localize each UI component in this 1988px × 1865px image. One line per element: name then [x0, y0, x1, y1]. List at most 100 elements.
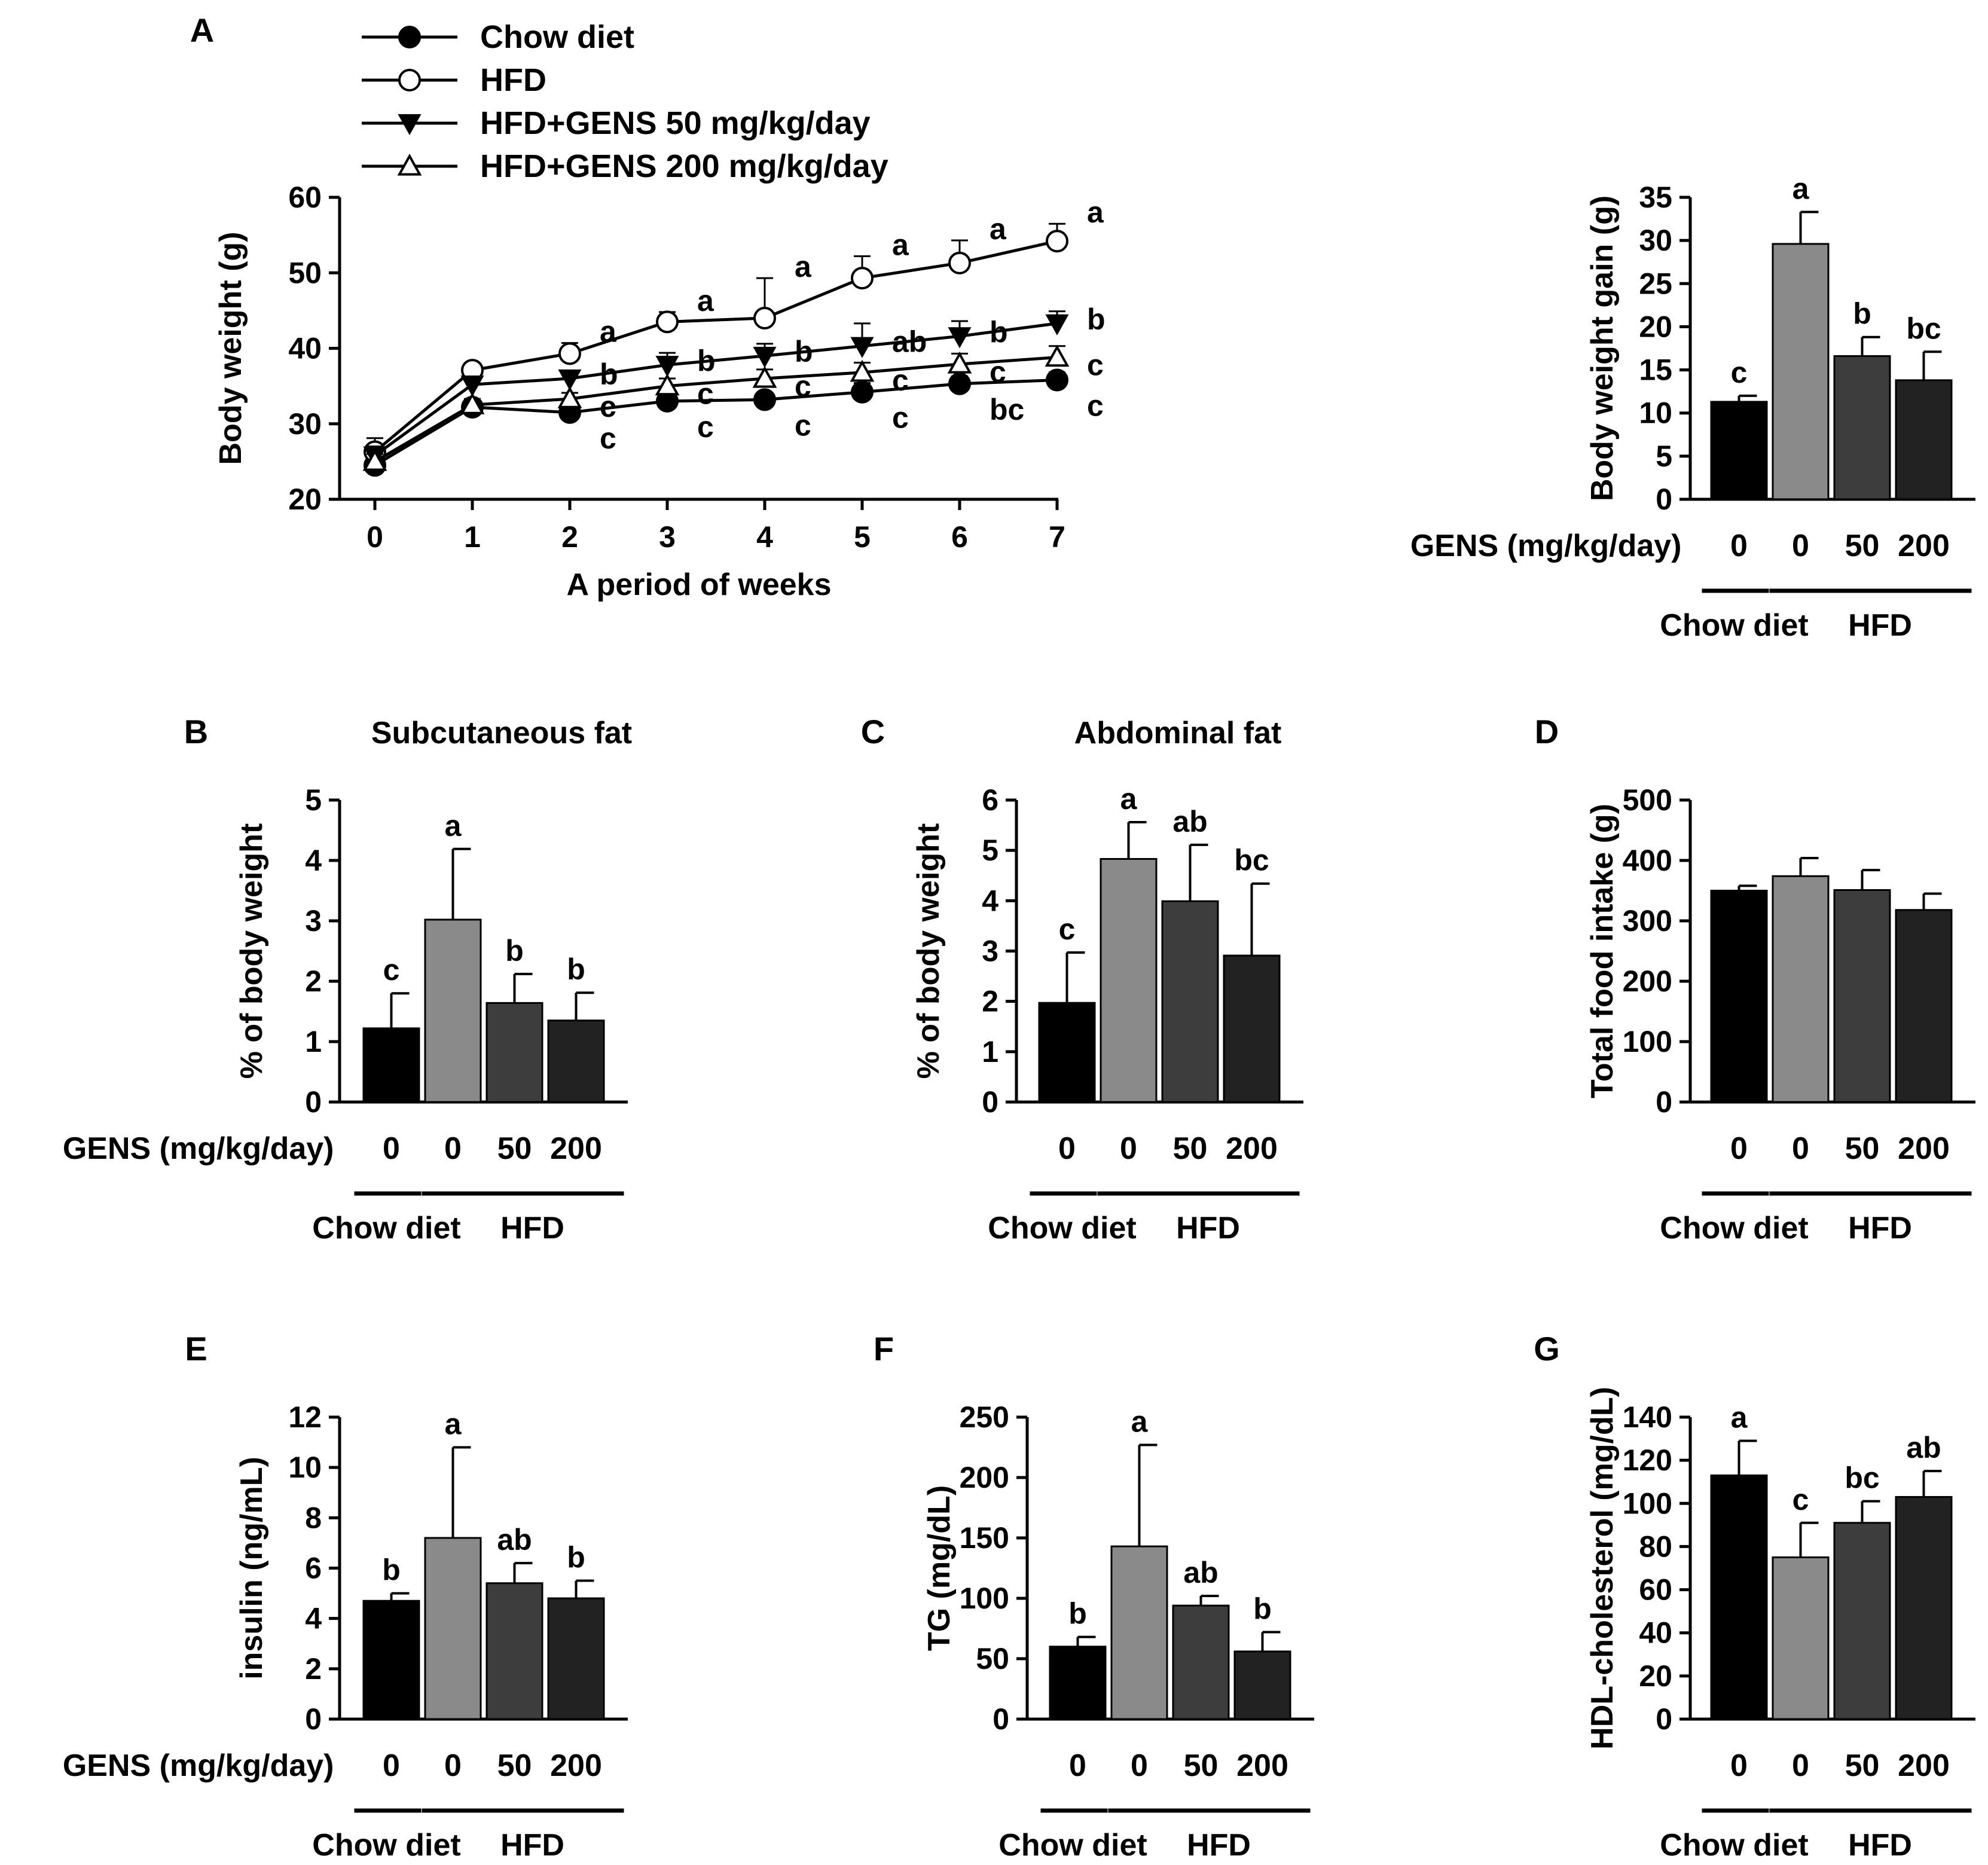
significance-label: c — [990, 355, 1006, 389]
marker-triangle-down — [948, 327, 972, 349]
marker-triangle-up — [1045, 344, 1070, 367]
marker-triangle-up — [397, 153, 422, 176]
significance-label: c — [600, 422, 616, 455]
dose-label: 200 — [1898, 529, 1950, 563]
bar — [1110, 1545, 1168, 1720]
bar — [362, 1600, 420, 1720]
y-tick-label: 0 — [1656, 1085, 1672, 1119]
x-tick-label: 4 — [756, 520, 773, 554]
marker-open-circle — [656, 310, 679, 334]
y-tick-label: 25 — [1639, 267, 1672, 300]
y-tick-label: 20 — [1639, 310, 1672, 343]
series-line — [374, 379, 1058, 467]
y-tick-label: 3 — [305, 904, 322, 938]
dose-label: 200 — [550, 1131, 602, 1166]
marker-open-circle — [398, 69, 421, 91]
gens-label: GENS (mg/kg/day) — [63, 1131, 334, 1166]
significance-label: ab — [497, 1523, 532, 1556]
gens-label: GENS (mg/kg/day) — [1410, 529, 1682, 563]
y-tick-label: 6 — [305, 1552, 322, 1585]
significance-label: bc — [1906, 312, 1941, 345]
significance-label: c — [1792, 1483, 1809, 1516]
chart-panel-A: 20 30 40 50 60 0 1 2 3 4 5 6 7 A period of weeks Body … — [190, 11, 1106, 602]
x-tick-label: 6 — [951, 520, 968, 554]
dose-label: 0 — [383, 1131, 400, 1166]
significance-label: c — [892, 401, 909, 435]
y-tick-label: 200 — [1623, 964, 1672, 998]
y-tick-label: 200 — [960, 1461, 1009, 1494]
marker-triangle-up — [460, 392, 485, 414]
significance-label: ab — [1906, 1431, 1941, 1464]
y-tick-label: 2 — [305, 964, 322, 998]
significance-label: c — [795, 408, 811, 442]
bar — [1833, 355, 1891, 500]
series-line — [374, 239, 1058, 453]
y-tick-label: 100 — [1623, 1025, 1672, 1058]
y-tick-label: 6 — [982, 783, 998, 817]
significance-label: a — [445, 1408, 462, 1441]
x-axis-title: A period of weeks — [566, 567, 831, 602]
bar — [1038, 1002, 1096, 1103]
marker-open-circle — [948, 251, 971, 274]
dose-label: 0 — [1131, 1748, 1148, 1783]
y-tick-label: 3 — [982, 935, 998, 968]
significance-label: bc — [1845, 1461, 1879, 1495]
bar — [1161, 900, 1219, 1103]
bar — [1710, 1474, 1768, 1720]
panel-letter: D — [1535, 713, 1559, 750]
dose-label: 50 — [497, 1131, 532, 1166]
significance-label: a — [1792, 172, 1810, 206]
significance-label: c — [795, 370, 811, 403]
chow-group-label: Chow diet — [1660, 608, 1808, 643]
significance-label: c — [600, 390, 616, 423]
bar — [1233, 1650, 1291, 1720]
dose-label: 0 — [1730, 1131, 1748, 1166]
significance-label: a — [1131, 1405, 1149, 1438]
dose-label: 0 — [383, 1748, 400, 1783]
dose-label: 50 — [497, 1748, 532, 1783]
x-tick-label: 5 — [854, 520, 871, 554]
x-tick-label: 2 — [561, 520, 578, 554]
marker-triangle-up — [655, 373, 680, 396]
y-tick-label: 50 — [976, 1642, 1009, 1675]
x-tick-label: 3 — [659, 520, 676, 554]
significance-label: b — [567, 1541, 585, 1574]
hfd-group-label: HFD — [1187, 1828, 1251, 1863]
y-tick-label: 120 — [1623, 1443, 1672, 1477]
hfd-group-label: HFD — [1176, 1211, 1240, 1246]
significance-label: a — [600, 315, 617, 349]
panel-letter: A — [190, 11, 214, 49]
chow-group-label: Chow diet — [1660, 1211, 1808, 1246]
hfd-group-label: HFD — [500, 1211, 564, 1246]
y-tick-label: 140 — [1623, 1400, 1672, 1434]
bar — [547, 1020, 605, 1103]
bar — [1772, 875, 1830, 1103]
legend: Chow diet HFD HFD+GENS 50 mg/kg/day HFD+GEN… — [362, 19, 888, 184]
marker-triangle-down — [398, 114, 422, 136]
significance-label: c — [383, 953, 400, 987]
chart-panel-F: 0 50 100 150 200 250 b a ab b TG (mg/dL) F 0 0 50 200 Ch… — [874, 1330, 1314, 1863]
y-axis-title: HDL-cholesterol (mg/dL) — [1585, 1387, 1620, 1750]
series-1: a a a a a a — [364, 196, 1104, 463]
dose-label: 0 — [1730, 529, 1748, 563]
y-tick-label: 0 — [982, 1085, 998, 1119]
y-axis-title: Body weight gain (g) — [1585, 196, 1620, 501]
significance-label: c — [1731, 356, 1748, 389]
y-tick-label: 250 — [960, 1400, 1009, 1434]
marker-triangle-down — [850, 337, 874, 358]
panel-letter: C — [861, 713, 885, 750]
significance-label: c — [1059, 912, 1076, 946]
legend-label: HFD — [480, 62, 546, 98]
dose-label: 0 — [1069, 1748, 1086, 1783]
marker-filled-circle — [948, 372, 971, 395]
y-tick-label: 35 — [1639, 181, 1672, 214]
bar — [1833, 889, 1891, 1103]
significance-label: c — [1087, 349, 1104, 382]
dose-label: 0 — [1792, 529, 1809, 563]
marker-triangle-up — [947, 351, 972, 374]
marker-triangle-up — [850, 359, 875, 382]
